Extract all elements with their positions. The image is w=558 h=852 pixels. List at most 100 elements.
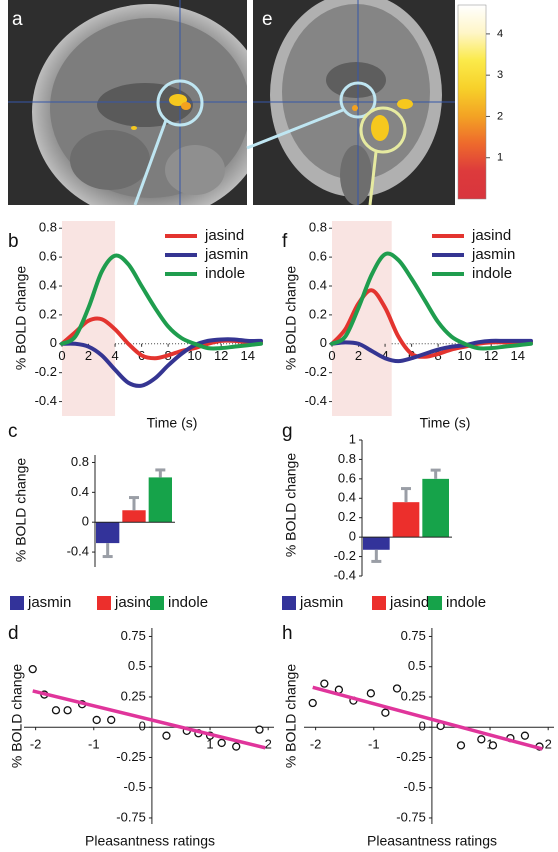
x-tick-label: 4 bbox=[111, 348, 118, 363]
y-tick-label: 0.2 bbox=[338, 509, 356, 524]
fit-line bbox=[32, 689, 266, 750]
colorbar-tick-label: 1 bbox=[497, 152, 503, 164]
x-axis-label: Time (s) bbox=[420, 415, 471, 431]
y-axis-label: % BOLD change bbox=[13, 458, 29, 562]
error-bar bbox=[155, 468, 166, 478]
legend-label: jasind bbox=[204, 227, 244, 244]
colorbar bbox=[457, 4, 487, 200]
colorbar-tick-label: 2 bbox=[497, 110, 503, 122]
bar bbox=[148, 477, 172, 523]
legend-label: jasmin bbox=[27, 594, 71, 611]
panel-label: g bbox=[282, 421, 293, 442]
error-bar bbox=[102, 543, 113, 559]
connector bbox=[368, 151, 378, 206]
y-tick-label: -0.2 bbox=[305, 364, 327, 379]
point bbox=[477, 735, 486, 744]
point bbox=[366, 689, 376, 698]
x-tick-label: 10 bbox=[457, 348, 471, 363]
x-tick-label: 2 bbox=[355, 348, 362, 363]
panel-label: c bbox=[8, 421, 18, 442]
x-tick-label: 2 bbox=[545, 737, 552, 752]
point bbox=[92, 715, 101, 725]
y-tick-label: 0.75 bbox=[401, 628, 426, 643]
point bbox=[392, 684, 402, 693]
stimulus-shade bbox=[332, 221, 392, 416]
bar bbox=[392, 502, 420, 538]
y-tick-label: -0.4 bbox=[334, 567, 356, 582]
y-tick-label: 0.6 bbox=[309, 249, 327, 264]
y-axis-label: % BOLD change bbox=[13, 266, 29, 370]
bar bbox=[96, 522, 120, 544]
y-tick-label: -0.2 bbox=[35, 364, 57, 379]
y-tick-label: 0.8 bbox=[309, 220, 327, 235]
y-tick-label: -0.2 bbox=[334, 548, 356, 563]
point bbox=[162, 731, 171, 740]
panel-label: b bbox=[8, 231, 19, 252]
legend-swatch bbox=[10, 596, 24, 610]
x-tick-label: 0 bbox=[328, 348, 335, 363]
legend-label: indole bbox=[472, 265, 512, 282]
image-a bbox=[8, 0, 247, 205]
legend-swatch bbox=[428, 596, 442, 610]
connector bbox=[133, 119, 168, 206]
legend-label: jasmin bbox=[299, 594, 343, 611]
legend-label: indole bbox=[205, 265, 245, 282]
y-tick-label: -0.75 bbox=[116, 809, 146, 824]
y-tick-label: 0.6 bbox=[39, 249, 57, 264]
legend-swatch bbox=[150, 596, 164, 610]
y-tick-label: 0 bbox=[50, 335, 57, 350]
y-tick-label: 0.2 bbox=[39, 306, 57, 321]
y-tick-label: 0 bbox=[419, 719, 426, 734]
point bbox=[255, 725, 264, 734]
x-axis-label: Pleasantness ratings bbox=[367, 833, 497, 849]
legend-swatch bbox=[372, 596, 386, 610]
x-tick-label: 2 bbox=[85, 348, 92, 363]
point bbox=[232, 742, 241, 751]
bar bbox=[363, 537, 390, 550]
y-tick-label: -0.5 bbox=[124, 779, 146, 794]
y-tick-label: 0.4 bbox=[71, 484, 89, 499]
point bbox=[381, 708, 390, 717]
colorbar-tick-label: 3 bbox=[497, 69, 503, 81]
error-bar bbox=[371, 549, 382, 563]
x-tick-label: 1 bbox=[206, 737, 213, 752]
y-tick-label: -0.4 bbox=[305, 393, 327, 408]
y-tick-label: -0.5 bbox=[404, 779, 426, 794]
y-tick-label: 0.2 bbox=[309, 306, 327, 321]
line-series bbox=[330, 338, 533, 364]
line-series bbox=[60, 253, 263, 351]
point bbox=[488, 741, 498, 750]
point bbox=[308, 698, 317, 708]
bar bbox=[122, 510, 146, 523]
legend-label: jasmin bbox=[471, 246, 515, 263]
x-tick-label: 0 bbox=[58, 348, 65, 363]
x-tick-label: 12 bbox=[214, 348, 228, 363]
y-tick-label: -0.25 bbox=[116, 749, 146, 764]
point bbox=[51, 706, 61, 715]
fit-line bbox=[312, 685, 543, 751]
x-tick-label: -1 bbox=[88, 737, 100, 752]
bar bbox=[422, 478, 449, 538]
y-tick-label: 0.8 bbox=[39, 220, 57, 235]
legend-label: jasind bbox=[471, 227, 511, 244]
point bbox=[217, 738, 226, 748]
error-bar bbox=[129, 496, 139, 511]
legend-label: indole bbox=[446, 594, 486, 611]
y-tick-label: 0.4 bbox=[39, 277, 57, 292]
y-axis-label: % BOLD change bbox=[9, 664, 25, 768]
point bbox=[107, 715, 116, 725]
legend-swatch bbox=[282, 596, 296, 610]
point bbox=[63, 706, 72, 715]
panel-label: h bbox=[282, 623, 293, 644]
legend-label: jasind bbox=[114, 594, 154, 611]
y-tick-label: 0.8 bbox=[71, 454, 89, 469]
image-e bbox=[253, 0, 455, 205]
point bbox=[520, 731, 530, 740]
x-tick-label: 14 bbox=[240, 348, 254, 363]
y-tick-label: 0.4 bbox=[338, 490, 356, 505]
x-tick-label: 2 bbox=[265, 737, 272, 752]
point bbox=[28, 664, 37, 674]
y-axis-label: % BOLD change bbox=[283, 453, 299, 557]
y-tick-label: 0.5 bbox=[128, 658, 146, 673]
